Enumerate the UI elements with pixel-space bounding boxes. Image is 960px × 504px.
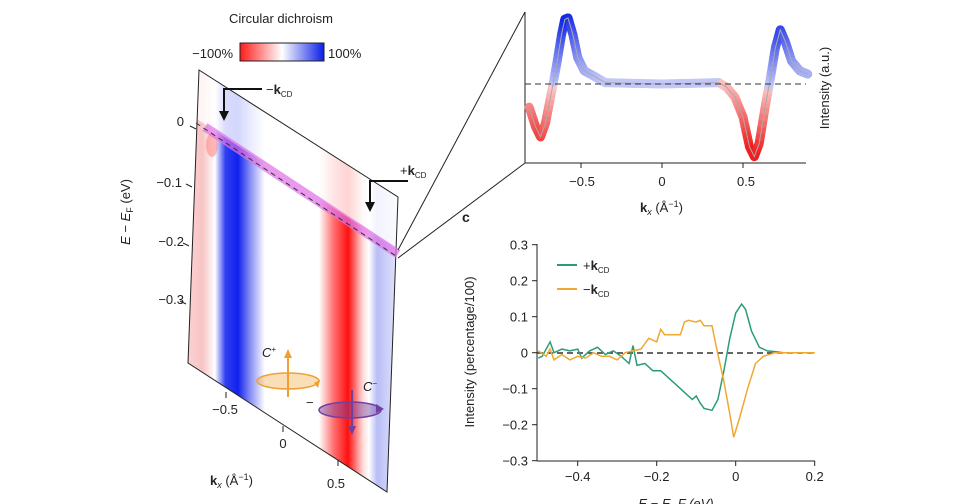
zoom-connector-bottom: [397, 162, 526, 259]
x-tick: −0.4: [565, 469, 591, 484]
panel-c-y-label: Intensity (percentage/100): [462, 276, 477, 427]
colorbar-title: Circular dichroism: [229, 11, 333, 26]
panel-b-curve: [524, 13, 813, 162]
panel-b-x-label: kx (Å−1): [640, 199, 683, 217]
x-tick: −0.5: [212, 402, 238, 417]
fermi-dashed-line: [195, 122, 397, 257]
cd-heatmap: [188, 70, 398, 492]
c-minus-label: C−: [363, 379, 377, 394]
legend-plus-kcd: +kCD: [583, 258, 610, 275]
x-tick: 0: [279, 436, 286, 451]
panel-b-y-label: Intensity (a.u.): [817, 47, 832, 129]
legend-minus-kcd: −kCD: [583, 282, 610, 299]
heatmap-x-ticks: −0.5 0 0.5: [212, 392, 345, 491]
heatmap-frame: [187, 69, 399, 493]
x-tick: 0.5: [327, 476, 345, 491]
y-tick: 0.2: [510, 274, 528, 289]
panel-c-x-label: E − E_F (eV): [638, 496, 713, 504]
x-tick: −0.2: [644, 469, 670, 484]
heatmap-y-ticks: 0 −0.1 −0.2 −0.3: [156, 114, 197, 307]
panel-c-letter: c: [462, 209, 470, 225]
minus-mark: −: [306, 395, 314, 410]
y-tick: −0.1: [156, 175, 182, 190]
colorbar-min-label: −100%: [192, 46, 233, 61]
band-center-line: [528, 17, 808, 158]
series-minus-kcd: [537, 319, 815, 438]
legend: +kCD −kCD: [557, 258, 610, 299]
y-tick: −0.3: [158, 292, 184, 307]
plus-kcd-arrow: [365, 180, 408, 212]
red-spot: [206, 133, 218, 157]
y-tick: −0.1: [502, 382, 528, 397]
heatmap-x-label: kx (Å−1): [210, 472, 253, 490]
c-plus-polarization-icon: [256, 349, 320, 397]
panel-c-ticks: −0.4 −0.2 0 0.2 0.3 0.2 0.1 0 −0.1 −0.2 −0.3: [502, 238, 823, 484]
x-tick: −0.5: [569, 174, 595, 189]
heatmap-y-label: E − EF (eV): [118, 179, 135, 245]
y-tick: 0.1: [510, 310, 528, 325]
y-tick: −0.2: [158, 234, 184, 249]
minus-kcd-label: −kCD: [266, 82, 293, 99]
y-tick: 0: [177, 114, 184, 129]
y-tick: 0.3: [510, 238, 528, 253]
series-plus-kcd: [537, 302, 815, 412]
fermi-band-highlight: [202, 123, 401, 258]
panel-b-axes: [524, 12, 806, 168]
y-tick: −0.2: [502, 418, 528, 433]
x-tick: 0.2: [806, 469, 824, 484]
c-minus-polarization-icon: [318, 390, 384, 435]
y-tick: −0.3: [502, 454, 528, 469]
colorbar-max-label: 100%: [328, 46, 362, 61]
x-tick: 0: [732, 469, 739, 484]
minus-kcd-arrow: [219, 88, 262, 121]
c-plus-label: C+: [262, 345, 276, 360]
panel-c-series: [537, 302, 815, 438]
zoom-connector-top: [397, 11, 526, 251]
plus-kcd-label: +kCD: [400, 163, 427, 180]
above-fermi-fade: [188, 70, 398, 258]
x-tick: 0: [658, 174, 665, 189]
y-tick: 0: [521, 346, 528, 361]
x-tick: 0.5: [737, 174, 755, 189]
colorbar: [239, 42, 325, 62]
